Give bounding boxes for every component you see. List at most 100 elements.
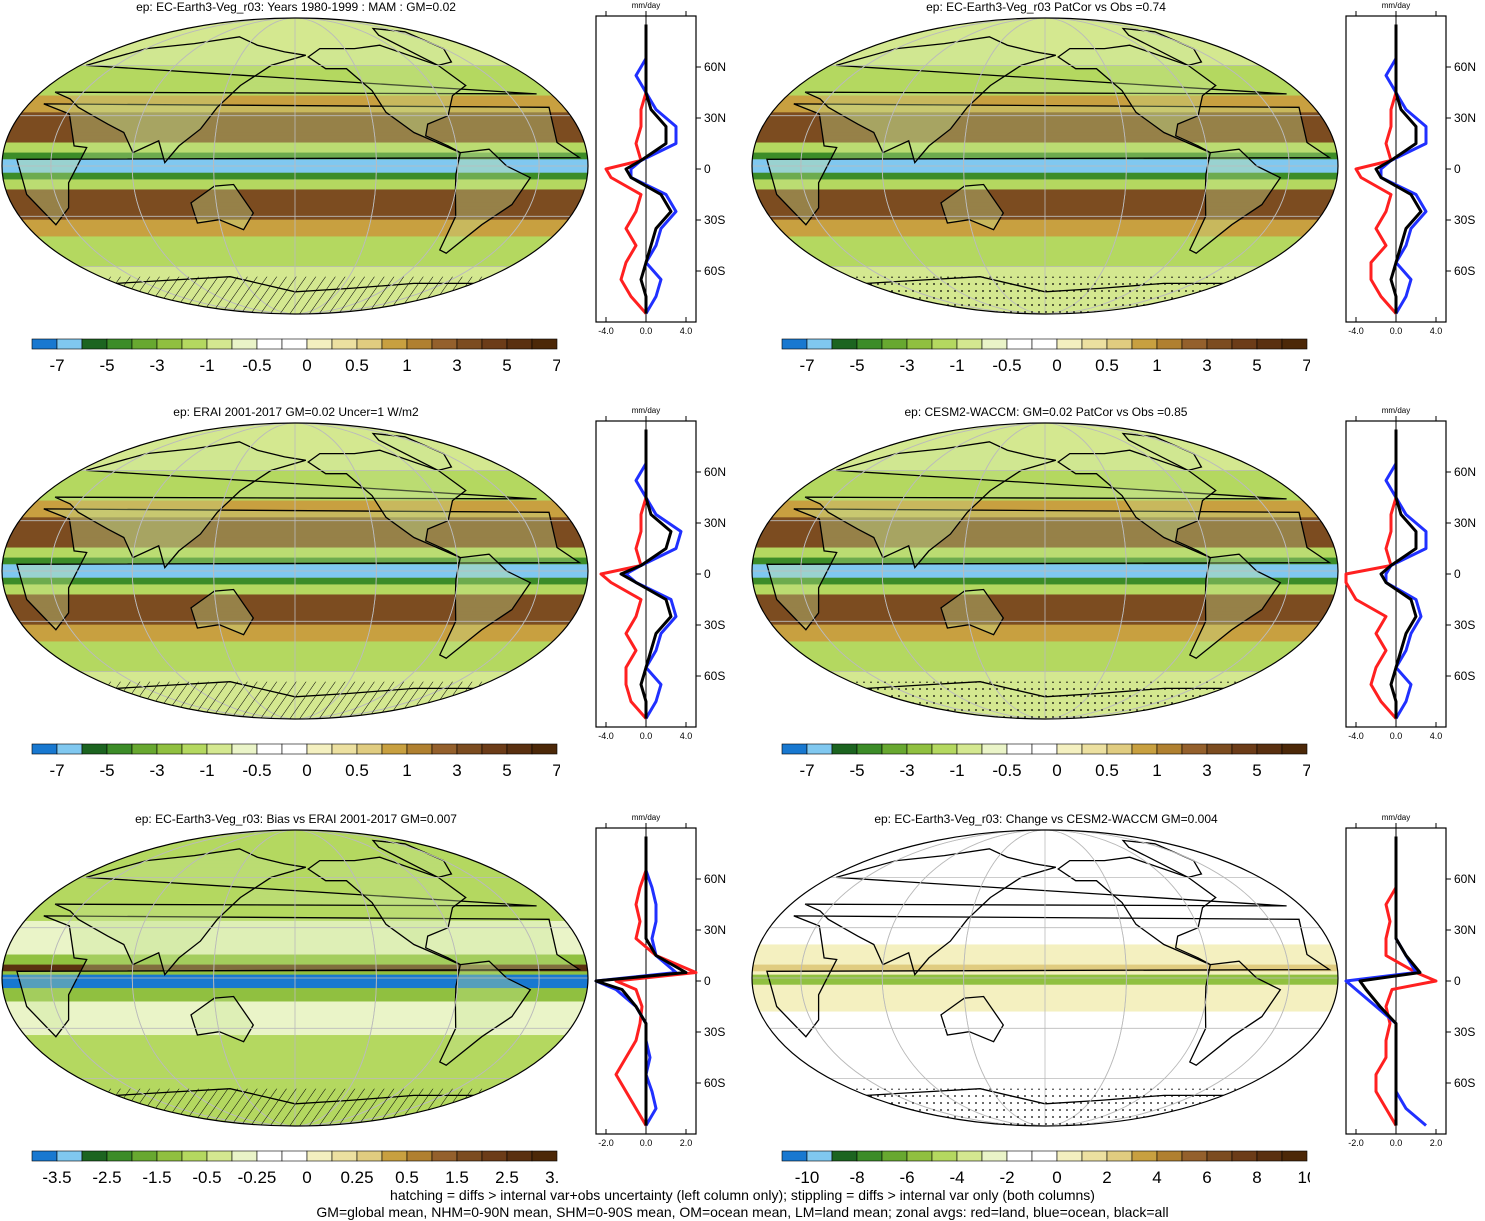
colorbar-box xyxy=(1081,1150,1108,1162)
map-field xyxy=(752,423,1338,719)
colorbar-label: 0.5 xyxy=(1095,761,1119,780)
colorbar-box xyxy=(256,1150,283,1162)
lat-tick-label: 30N xyxy=(1454,111,1476,125)
colorbar-box xyxy=(506,1150,533,1162)
colorbar-box xyxy=(281,338,308,350)
colorbar-box xyxy=(881,1150,908,1162)
colorbar-label: 0.5 xyxy=(345,356,369,375)
colorbar-box xyxy=(1106,338,1133,350)
x-tick-label: 0.0 xyxy=(640,326,653,336)
continent-outline xyxy=(1121,432,1203,472)
colorbar-label: 3 xyxy=(1202,356,1211,375)
colorbar-box xyxy=(156,1150,183,1162)
colorbar-box xyxy=(781,743,808,755)
colorbar-label: 1 xyxy=(1152,761,1161,780)
colorbar-box xyxy=(806,338,833,350)
colorbar-box xyxy=(231,1150,258,1162)
map-border xyxy=(751,422,1339,720)
colorbar-box xyxy=(856,743,883,755)
continent-outline xyxy=(1121,839,1203,879)
zonal-line-all xyxy=(619,429,673,719)
colorbar-box xyxy=(1081,338,1108,350)
colorbar-label: -1 xyxy=(199,356,214,375)
world-map xyxy=(1,17,589,315)
colorbar-box xyxy=(481,1150,508,1162)
colorbar-box xyxy=(1231,338,1258,350)
units-label: mm/day xyxy=(632,406,660,415)
zonal-line-land xyxy=(614,836,698,1127)
units-label: mm/day xyxy=(1382,406,1410,415)
zonal-line-ocean xyxy=(1379,24,1428,315)
panel-1: ep: EC-Earth3-Veg_r03: Years 1980-1999 :… xyxy=(0,0,740,400)
colorbar-box xyxy=(1056,338,1083,350)
colorbar-box xyxy=(306,743,333,755)
colorbar-label: -7 xyxy=(49,356,64,375)
colorbar-box xyxy=(81,1150,108,1162)
x-tick-label: -4.0 xyxy=(1348,326,1364,336)
colorbar-box xyxy=(1256,338,1283,350)
continent-outline xyxy=(1188,148,1282,254)
colorbar-box xyxy=(856,338,883,350)
panel-4: ep: CESM2-WACCM: GM=0.02 PatCor vs Obs =… xyxy=(750,405,1485,805)
continent-outline xyxy=(1121,27,1203,67)
colorbar-box xyxy=(31,338,58,350)
map-border xyxy=(1,829,589,1127)
colorbar-box xyxy=(1031,743,1058,755)
lat-tick-label: 60N xyxy=(704,872,726,886)
colorbar-box xyxy=(81,338,108,350)
continent-outline xyxy=(307,449,467,559)
colorbar-label: 7 xyxy=(1302,356,1310,375)
colorbar-label: -10 xyxy=(795,1168,820,1187)
continent-outline xyxy=(940,183,1005,231)
colorbar-label: -4 xyxy=(949,1168,964,1187)
colorbar-label: 10 xyxy=(1298,1168,1310,1187)
colorbar-box xyxy=(856,1150,883,1162)
colorbar-box xyxy=(381,338,408,350)
zonal-line-all xyxy=(1374,24,1423,314)
continent-outline xyxy=(438,148,532,254)
x-tick-label: -4.0 xyxy=(1348,731,1364,741)
zonal-mean-plot: mm/day -2.0 0.0 2.0 60N 30N 0 30S 60S xyxy=(1344,813,1476,1148)
colorbar-box xyxy=(931,743,958,755)
x-tick-label: 2.0 xyxy=(680,1138,693,1148)
continent-outline xyxy=(54,441,537,569)
colorbar: -7 -5 -3 -1 -0.5 0 0.5 1 3 5 7 xyxy=(31,743,560,780)
lat-tick-label: 30N xyxy=(704,111,726,125)
colorbar-box xyxy=(1156,1150,1183,1162)
colorbar: -10 -8 -6 -4 -2 0 2 4 6 8 10 xyxy=(781,1150,1310,1187)
continent-outline xyxy=(438,960,532,1066)
colorbar-label: 4 xyxy=(1152,1168,1161,1187)
colorbar-label: 0 xyxy=(1052,1168,1061,1187)
lat-tick-label: 0 xyxy=(1454,974,1461,988)
colorbar-box xyxy=(1006,338,1033,350)
colorbar-label: 0.25 xyxy=(340,1168,373,1187)
colorbar-box xyxy=(1131,743,1158,755)
colorbar-box xyxy=(506,338,533,350)
colorbar-label: 8 xyxy=(1252,1168,1261,1187)
continent-outline xyxy=(1057,44,1217,154)
colorbar-label: -1 xyxy=(199,761,214,780)
x-tick-label: -4.0 xyxy=(598,731,614,741)
continent-outline xyxy=(1057,449,1217,559)
colorbar-box xyxy=(531,1150,558,1162)
colorbar-box xyxy=(106,1150,133,1162)
colorbar-box xyxy=(181,338,208,350)
colorbar-box xyxy=(331,743,358,755)
lat-tick-label: 0 xyxy=(1454,567,1461,581)
colorbar-box xyxy=(456,743,483,755)
colorbar-box xyxy=(106,338,133,350)
colorbar-box xyxy=(156,743,183,755)
colorbar-box xyxy=(906,743,933,755)
colorbar-label: 5 xyxy=(502,356,511,375)
colorbar-box xyxy=(56,1150,83,1162)
colorbar-label: 0 xyxy=(302,1168,311,1187)
zonal-line-land xyxy=(1344,429,1398,720)
colorbar-label: -7 xyxy=(799,761,814,780)
colorbar-box xyxy=(1006,1150,1033,1162)
colorbar-label: 2.5 xyxy=(495,1168,519,1187)
continent-outline xyxy=(766,915,1332,1038)
x-tick-label: 4.0 xyxy=(1430,326,1443,336)
map-border xyxy=(751,17,1339,315)
colorbar-box xyxy=(31,743,58,755)
colorbar-box xyxy=(781,338,808,350)
